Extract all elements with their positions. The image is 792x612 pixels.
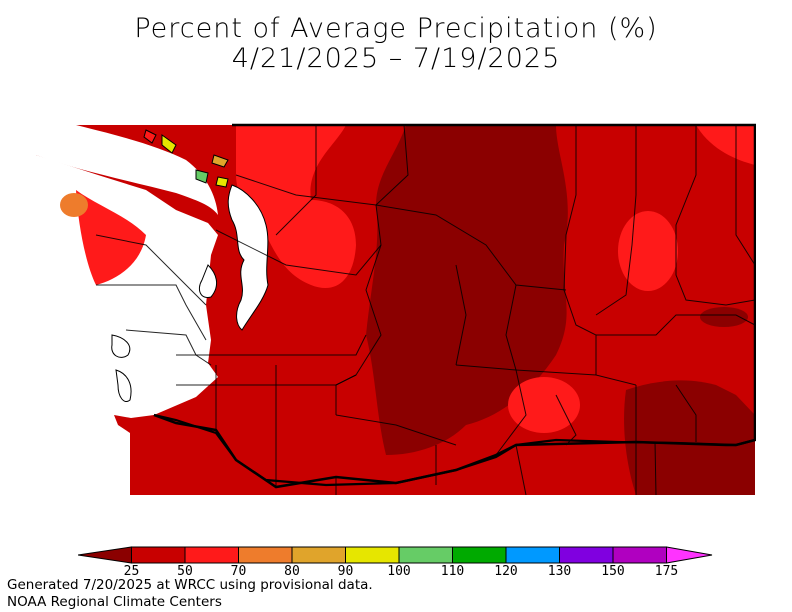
legend-tick-label: 175 <box>655 564 678 576</box>
legend-tick-label: 120 <box>494 564 517 576</box>
columbia-river <box>153 413 756 487</box>
island-yellow <box>161 134 177 154</box>
bright-region-south <box>508 377 580 433</box>
legend-swatch <box>398 546 453 564</box>
legend-swatch <box>452 546 507 564</box>
legend-tick-label: 70 <box>231 564 247 576</box>
island-green <box>195 169 209 184</box>
map-title: Percent of Average Precipitation (%) 4/2… <box>0 14 792 74</box>
legend-swatch <box>131 546 186 564</box>
island-yellow-2 <box>215 176 229 188</box>
title-line-2: 4/21/2025 – 7/19/2025 <box>231 43 561 74</box>
legend-tick-label: 90 <box>338 564 354 576</box>
color-legend: 25 50 70 80 90 100 110 120 130 150 175 <box>78 546 713 576</box>
legend-swatch <box>184 546 239 564</box>
island-orange <box>211 154 229 168</box>
legend-swatch <box>345 546 400 564</box>
title-line-1: Percent of Average Precipitation (%) <box>134 13 658 44</box>
legend-tick-label: 150 <box>601 564 624 576</box>
legend-tick-label: 100 <box>387 564 410 576</box>
legend-tick-label: 110 <box>441 564 464 576</box>
footer: Generated 7/20/2025 at WRCC using provis… <box>7 577 373 611</box>
orange-region-coast <box>60 193 88 217</box>
footer-credit: NOAA Regional Climate Centers <box>7 594 222 610</box>
bright-region-northwest <box>236 125 356 289</box>
legend-swatch <box>291 546 346 564</box>
grays-harbor-water <box>111 334 131 358</box>
puget-sound-water <box>227 184 269 331</box>
island-red-small <box>143 129 157 144</box>
willapa-bay-water <box>115 369 132 402</box>
footer-generated: Generated 7/20/2025 at WRCC using provis… <box>7 577 373 593</box>
dark-region-southeast <box>624 380 755 495</box>
dark-region-central <box>366 125 568 455</box>
legend-swatch <box>238 546 293 564</box>
precipitation-map <box>36 123 756 495</box>
legend-tick-label: 130 <box>548 564 571 576</box>
dark-region-east <box>700 307 748 327</box>
legend-swatch <box>612 546 667 564</box>
bright-region-northeast <box>618 211 678 291</box>
bright-region-far-northeast <box>696 125 755 165</box>
legend-swatch <box>666 546 713 564</box>
hood-canal-water <box>198 264 218 299</box>
legend-swatch <box>505 546 560 564</box>
legend-swatch <box>559 546 614 564</box>
legend-tick-label: 50 <box>177 564 193 576</box>
legend-swatch <box>78 546 132 564</box>
legend-tick-label: 80 <box>284 564 300 576</box>
legend-tick-label: 25 <box>124 564 140 576</box>
strait-water <box>36 125 218 215</box>
county-boundaries <box>95 124 756 495</box>
